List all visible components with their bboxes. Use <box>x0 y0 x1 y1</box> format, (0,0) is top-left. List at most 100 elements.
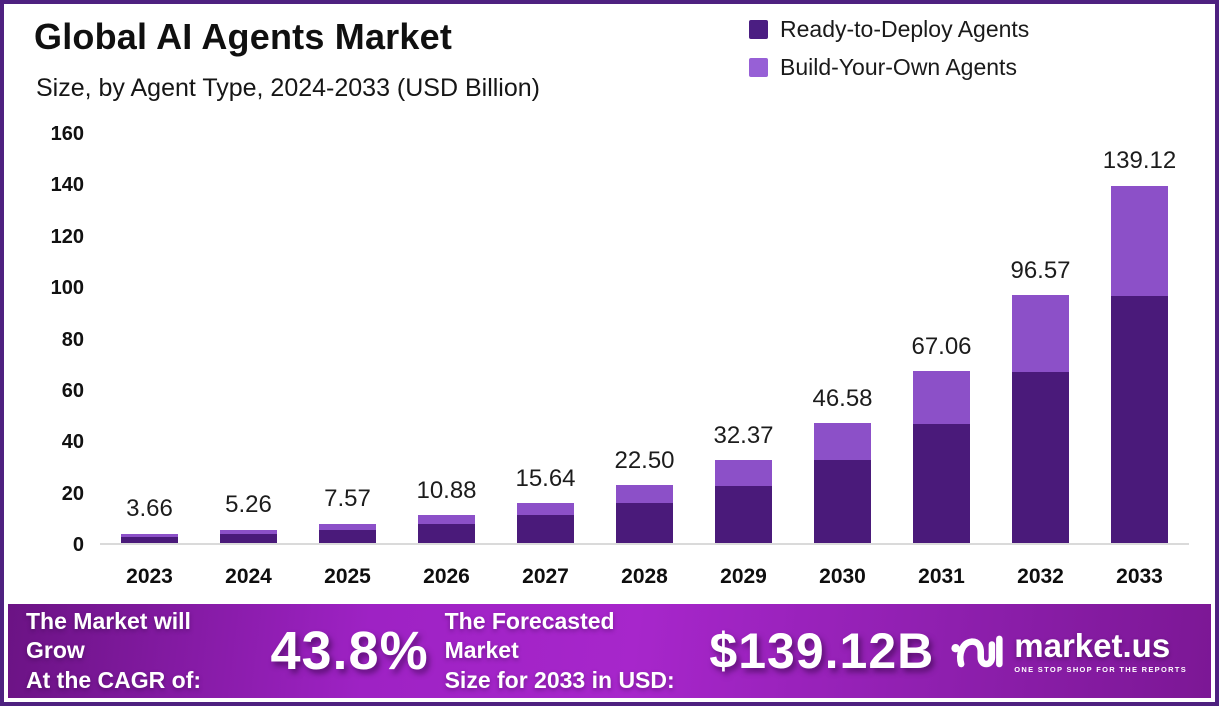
legend-swatch-ready <box>749 20 768 39</box>
segment-ready-to-deploy <box>220 533 277 543</box>
y-tick-label: 0 <box>72 534 84 556</box>
bar-stack <box>517 502 574 543</box>
y-tick-label: 40 <box>61 431 84 454</box>
y-tick-label: 160 <box>50 123 84 145</box>
segment-ready-to-deploy <box>319 529 376 543</box>
bar-stack <box>616 485 673 543</box>
segment-ready-to-deploy <box>616 503 673 543</box>
bar-column-2031: 67.06 <box>892 332 991 543</box>
bar-value-label: 46.58 <box>812 385 873 413</box>
bar-stack <box>715 459 772 543</box>
bar-column-2027: 15.64 <box>496 464 595 543</box>
x-axis-label-2023: 2023 <box>126 565 173 588</box>
bar-column-2024: 5.26 <box>199 492 298 543</box>
segment-build-your-own <box>715 459 772 486</box>
x-axis-label-2032: 2032 <box>1017 565 1064 588</box>
cagr-label-line2: At the CAGR of: <box>26 666 202 693</box>
segment-build-your-own <box>319 523 376 530</box>
bar-stack <box>1111 185 1168 543</box>
segment-build-your-own <box>220 529 277 534</box>
y-tick-label: 20 <box>61 482 84 505</box>
bar-value-label: 139.12 <box>1102 147 1177 175</box>
bar-value-label: 32.37 <box>713 421 774 449</box>
y-axis: 0 20 40 60 80 100 120 140 160 <box>34 124 84 555</box>
bar-value-label: 15.64 <box>515 464 576 492</box>
x-axis-label-2027: 2027 <box>522 565 569 588</box>
y-tick-label: 80 <box>61 328 84 351</box>
segment-build-your-own <box>1012 294 1069 372</box>
x-axis-label-2025: 2025 <box>324 565 371 588</box>
y-tick-label: 60 <box>61 379 84 402</box>
bar-stack <box>418 515 475 543</box>
bar-column-2025: 7.57 <box>298 486 397 543</box>
x-axis-label-2026: 2026 <box>423 565 470 588</box>
x-axis-label-2031: 2031 <box>918 565 965 588</box>
segment-ready-to-deploy <box>517 515 574 543</box>
bar-stack <box>319 523 376 543</box>
y-tick-label: 120 <box>50 225 84 248</box>
bar-column-2033: 139.12 <box>1090 148 1189 543</box>
segment-ready-to-deploy <box>814 460 871 543</box>
x-axis-label-2024: 2024 <box>225 565 272 588</box>
legend: Ready-to-Deploy Agents Build-Your-Own Ag… <box>749 16 1029 81</box>
bar-stack <box>121 533 178 543</box>
marketus-logo: market.us ONE STOP SHOP FOR THE REPORTS <box>950 629 1193 674</box>
segment-ready-to-deploy <box>121 536 178 543</box>
bar-value-label: 5.26 <box>225 491 272 519</box>
segment-build-your-own <box>418 515 475 524</box>
marketus-logo-text: market.us ONE STOP SHOP FOR THE REPORTS <box>1014 629 1187 674</box>
forecast-label-line2: Size for 2033 in USD: <box>444 666 675 693</box>
bar-value-label: 67.06 <box>911 332 972 360</box>
segment-build-your-own <box>121 533 178 537</box>
y-tick-label: 140 <box>50 174 84 197</box>
segment-build-your-own <box>517 502 574 516</box>
x-axis-label-2030: 2030 <box>819 565 866 588</box>
segment-build-your-own <box>616 485 673 504</box>
legend-label-ready: Ready-to-Deploy Agents <box>780 16 1030 42</box>
legend-swatch-build <box>749 58 768 77</box>
segment-build-your-own <box>913 370 970 425</box>
plot-area: 3.66 5.26 7.57 10.88 15.64 22.50 32.37 46.58 67.… <box>100 134 1189 545</box>
segment-build-your-own <box>814 423 871 461</box>
segment-ready-to-deploy <box>418 523 475 543</box>
cagr-label-line1: The Market will Grow <box>26 607 191 664</box>
bar-column-2029: 32.37 <box>694 421 793 543</box>
cagr-value: 43.8% <box>270 621 429 681</box>
segment-ready-to-deploy <box>913 424 970 543</box>
bar-column-2032: 96.57 <box>991 258 1090 543</box>
legend-item-ready: Ready-to-Deploy Agents <box>749 16 1029 43</box>
bar-column-2030: 46.58 <box>793 386 892 543</box>
bar-column-2023: 3.66 <box>100 496 199 543</box>
legend-label-build: Build-Your-Own Agents <box>780 54 1017 80</box>
segment-ready-to-deploy <box>1111 296 1168 543</box>
chart-title: Global AI Agents Market <box>34 16 453 57</box>
bar-stack <box>220 529 277 543</box>
bar-value-label: 22.50 <box>614 447 675 475</box>
bar-column-2026: 10.88 <box>397 478 496 543</box>
x-axis: 2023 2024 2025 2026 2027 2028 2029 2030 2031 2032… <box>100 565 1189 589</box>
marketus-logo-icon <box>951 635 1003 668</box>
x-axis-label-2029: 2029 <box>720 565 767 588</box>
legend-item-build: Build-Your-Own Agents <box>749 54 1029 81</box>
footer-banner: The Market will Grow At the CAGR of: 43.… <box>8 604 1211 698</box>
segment-ready-to-deploy <box>715 485 772 543</box>
marketus-logo-name: market.us <box>1014 626 1171 664</box>
segment-build-your-own <box>1111 185 1168 297</box>
bar-value-label: 3.66 <box>126 495 173 523</box>
bar-value-label: 96.57 <box>1010 256 1071 284</box>
forecast-label: The Forecasted Market Size for 2033 in U… <box>445 607 694 695</box>
bar-stack <box>1012 294 1069 543</box>
bar-column-2028: 22.50 <box>595 448 694 543</box>
chart-subtitle: Size, by Agent Type, 2024-2033 (USD Bill… <box>36 74 540 102</box>
bar-stack <box>814 423 871 543</box>
bar-value-label: 10.88 <box>416 476 477 504</box>
chart-area: 0 20 40 60 80 100 120 140 160 3.66 5.26 7.57 10.88 1… <box>34 124 1189 604</box>
y-tick-label: 100 <box>50 277 84 300</box>
marketus-logo-tagline: ONE STOP SHOP FOR THE REPORTS <box>1014 664 1187 674</box>
bar-value-label: 7.57 <box>324 485 371 513</box>
segment-ready-to-deploy <box>1012 371 1069 543</box>
cagr-label: The Market will Grow At the CAGR of: <box>26 607 254 695</box>
forecast-label-line1: The Forecasted Market <box>444 607 615 664</box>
forecast-value: $139.12B <box>709 623 935 679</box>
